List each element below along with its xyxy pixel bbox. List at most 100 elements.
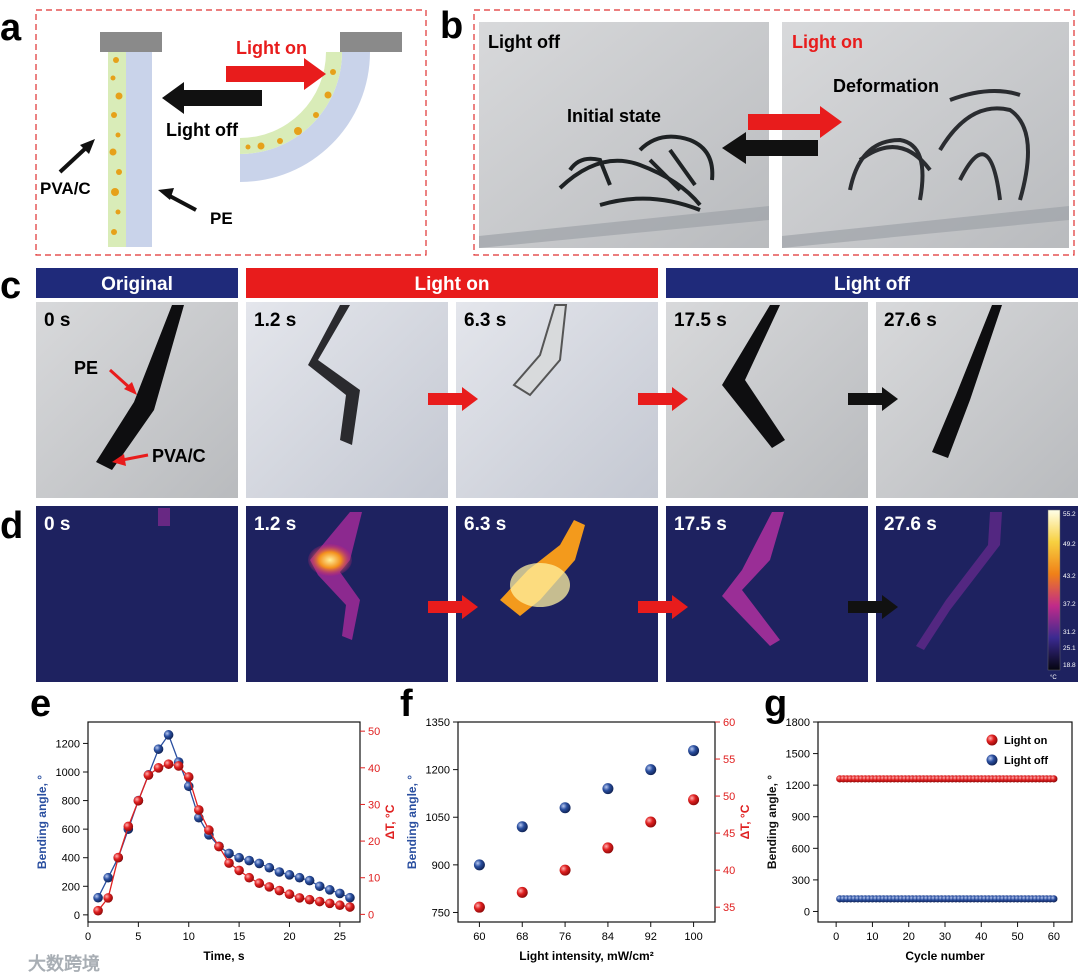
chart-g-frame [817, 721, 1073, 923]
chart-e-ytick-label: 600 [62, 824, 80, 836]
chart-e-y2tick-label: 10 [368, 873, 380, 885]
chart-e-series-1-point [183, 772, 194, 782]
chart-f-ytick-label: 1350 [426, 717, 450, 729]
chart-g-xtick-label: 30 [939, 931, 951, 943]
chart-f-series-0-point [688, 745, 700, 757]
header-light-on [246, 268, 658, 298]
panel-letter-e: e [30, 683, 51, 725]
pointer-pe-c [108, 368, 132, 390]
chart-e-series-1-point [345, 902, 355, 912]
chart-e-series-1-point [163, 759, 174, 769]
strip-0s [96, 305, 184, 470]
label-deformation: Deformation [833, 76, 939, 96]
chart-e-series-1-point [234, 865, 244, 876]
strip-6.3s [512, 304, 568, 397]
chart-e-series-0-point [335, 888, 345, 899]
heat-1.2s-hot [308, 544, 352, 576]
photo-c-17.5s [666, 302, 868, 498]
chart-g-ytick-label: 900 [792, 812, 810, 824]
time-c-4: 27.6 s [884, 310, 937, 331]
chart-g-legend-label-0: Light on [1004, 735, 1048, 747]
chart-e-series-0-point [244, 855, 254, 866]
colorbar-ticks: 55.2 49.2 43.2 37.2 31.2 25.1 18.8 [1063, 511, 1076, 669]
chart-e-xlabel: Time, s [203, 949, 244, 963]
label-pvac-c: PVA/C [152, 446, 206, 466]
chart-f-y2tick-label: 60 [723, 717, 735, 729]
chart-e-series-1-point [294, 893, 305, 903]
chart-f-series-1-point [688, 794, 700, 806]
chart-f-series-1-point [516, 886, 528, 898]
chart-g-series-0-point [1050, 775, 1058, 783]
header-original [36, 268, 238, 298]
panel-a-frame [35, 9, 427, 256]
panel-letter-b: b [440, 5, 463, 47]
arrow-light-off-a [162, 82, 262, 114]
chart-e-series-1-point [143, 770, 154, 780]
chart-g-xtick-label: 0 [833, 931, 839, 943]
chart-f-series-1-point [602, 842, 614, 854]
pvac-layer-bent [240, 52, 342, 154]
panel-g: g 0 10 20 30 40 50 600300600900120015001800Cyc… [764, 683, 1073, 963]
chart-f-series-0-point [602, 783, 614, 795]
chart-e-series-1-point [314, 896, 325, 907]
strip-27.6s [932, 305, 1002, 458]
thermal-27.6s [876, 506, 1078, 682]
pe-layer-bent [240, 52, 370, 182]
chart-f-xtick-label: 84 [602, 931, 614, 943]
watermark: 大数跨境 [28, 953, 100, 974]
chart-f-xtick-label: 100 [684, 931, 702, 943]
chart-e-series-1-point [254, 878, 265, 889]
chart-f-y2tick-label: 40 [723, 865, 735, 877]
chart-g-legend-marker-1 [986, 754, 998, 766]
chart-e-series-1-point [204, 825, 214, 835]
chart-e-series-0-point [103, 872, 113, 883]
thermal-0s [36, 506, 238, 682]
chart-g-ytick-label: 1200 [786, 780, 810, 792]
chart-f-y2tick-label: 35 [723, 902, 735, 914]
label-initial-state: Initial state [567, 106, 661, 126]
heat-17.5s [722, 512, 784, 646]
panel-letter-a: a [0, 7, 22, 49]
chart-e-y2label: ΔT, °C [383, 804, 397, 839]
chart-f-series-1-point [645, 816, 657, 828]
chart-f-xtick-label: 68 [516, 931, 528, 943]
time-d-4: 27.6 s [884, 514, 937, 535]
chart-g-ytick-label: 1800 [786, 717, 810, 729]
pointer-pvac-c [121, 453, 149, 462]
header-light-off [666, 268, 1078, 298]
panel-letter-d: d [0, 505, 23, 547]
chart-f-y2label: ΔT, °C [738, 804, 752, 839]
chart-e-y2tick-label: 30 [368, 799, 380, 811]
time-d-3: 17.5 s [674, 514, 727, 535]
chart-g-ytick-label: 1500 [786, 749, 810, 761]
arrow-d-1 [428, 595, 478, 619]
chart-f-xtick-label: 92 [645, 931, 657, 943]
header-light-off-text: Light off [834, 274, 911, 295]
chart-e-series-1-point [214, 841, 224, 852]
arrow-d-3 [848, 595, 898, 619]
time-c-3: 17.5 s [674, 310, 727, 331]
pvac-layer-straight [108, 52, 126, 247]
chart-g-xlabel: Cycle number [905, 949, 985, 963]
chart-f-ytick-label: 750 [432, 907, 450, 919]
chart-e-series-0-point [304, 875, 315, 886]
chart-e-xtick-label: 25 [334, 931, 346, 943]
chart-e-y2tick-label: 40 [368, 763, 380, 775]
panel-b-frame [473, 9, 1075, 256]
glass-rod-right [782, 206, 1069, 248]
heat-6.3s-hot [510, 563, 570, 607]
pointer-pe-head [158, 188, 174, 200]
chart-f-series-0-point [473, 859, 485, 871]
chart-e-ytick-label: 0 [74, 910, 80, 922]
chart-e-series-0-point [314, 881, 325, 892]
photo-c-27.6s [876, 302, 1078, 498]
panel-d: d 0 s 1.2 s 6.3 s 17.5 s 27.6 s 55.2 49.… [0, 505, 1078, 682]
cbar-tick-2: 43.2 [1063, 573, 1076, 580]
heat-0s [158, 508, 170, 526]
chart-e-y2tick-label: 50 [368, 726, 380, 738]
sample-initial [558, 134, 715, 212]
chart-e-series-0-point [294, 872, 305, 883]
chart-e: 0 5 10 15 20 25 0 200 400 600 800 1000 1200 0 10 20 30 40… [35, 721, 397, 963]
header-original-text: Original [101, 274, 173, 295]
